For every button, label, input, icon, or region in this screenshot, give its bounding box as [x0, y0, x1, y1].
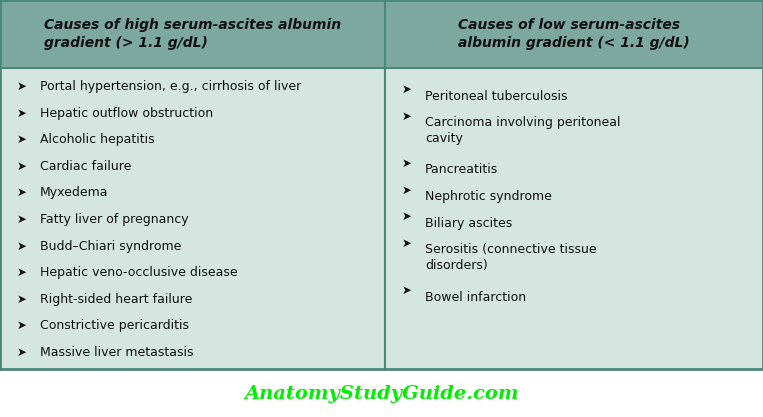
Text: Pancreatitis: Pancreatitis: [425, 163, 498, 176]
Text: ➤: ➤: [402, 83, 412, 96]
Bar: [0, 68, 763, 369]
Text: ➤: ➤: [402, 110, 412, 123]
Bar: [0, 369, 763, 417]
Text: Cardiac failure: Cardiac failure: [40, 160, 131, 173]
Text: ➤: ➤: [17, 80, 27, 93]
Text: AnatomyStudyGuide.com: AnatomyStudyGuide.com: [244, 385, 519, 403]
Text: ➤: ➤: [17, 293, 27, 306]
Text: Nephrotic syndrome: Nephrotic syndrome: [425, 190, 552, 203]
Text: Biliary ascites: Biliary ascites: [425, 216, 512, 230]
Text: ➤: ➤: [402, 237, 412, 250]
Text: ➤: ➤: [402, 284, 412, 297]
Text: ➤: ➤: [17, 160, 27, 173]
Text: Hepatic outflow obstruction: Hepatic outflow obstruction: [40, 107, 213, 120]
Text: Right-sided heart failure: Right-sided heart failure: [40, 293, 192, 306]
Bar: [0, 0, 763, 68]
Text: Alcoholic hepatitis: Alcoholic hepatitis: [40, 133, 154, 146]
Text: Serositis (connective tissue
disorders): Serositis (connective tissue disorders): [425, 243, 597, 272]
Text: Causes of low serum-ascites
albumin gradient (< 1.1 g/dL): Causes of low serum-ascites albumin grad…: [459, 18, 690, 50]
Text: ➤: ➤: [17, 240, 27, 253]
Text: ➤: ➤: [17, 319, 27, 332]
Text: ➤: ➤: [17, 266, 27, 279]
Text: Constrictive pericarditis: Constrictive pericarditis: [40, 319, 188, 332]
Text: Budd–Chiari syndrome: Budd–Chiari syndrome: [40, 240, 181, 253]
Bar: [0, 0, 763, 369]
Text: Myxedema: Myxedema: [40, 186, 108, 199]
Text: ➤: ➤: [17, 133, 27, 146]
Text: ➤: ➤: [402, 157, 412, 170]
Text: Carcinoma involving peritoneal
cavity: Carcinoma involving peritoneal cavity: [425, 116, 620, 145]
Text: Fatty liver of pregnancy: Fatty liver of pregnancy: [40, 213, 188, 226]
Text: Portal hypertension, e.g., cirrhosis of liver: Portal hypertension, e.g., cirrhosis of …: [40, 80, 301, 93]
Text: ➤: ➤: [402, 183, 412, 196]
Text: ➤: ➤: [17, 213, 27, 226]
Text: Hepatic veno-occlusive disease: Hepatic veno-occlusive disease: [40, 266, 237, 279]
Text: Bowel infarction: Bowel infarction: [425, 291, 526, 304]
Text: ➤: ➤: [17, 107, 27, 120]
Text: Causes of high serum-ascites albumin
gradient (> 1.1 g/dL): Causes of high serum-ascites albumin gra…: [44, 18, 341, 50]
Text: ➤: ➤: [17, 346, 27, 359]
Text: Massive liver metastasis: Massive liver metastasis: [40, 346, 193, 359]
Text: ➤: ➤: [17, 186, 27, 199]
Text: ➤: ➤: [402, 210, 412, 223]
Text: Peritoneal tuberculosis: Peritoneal tuberculosis: [425, 90, 568, 103]
